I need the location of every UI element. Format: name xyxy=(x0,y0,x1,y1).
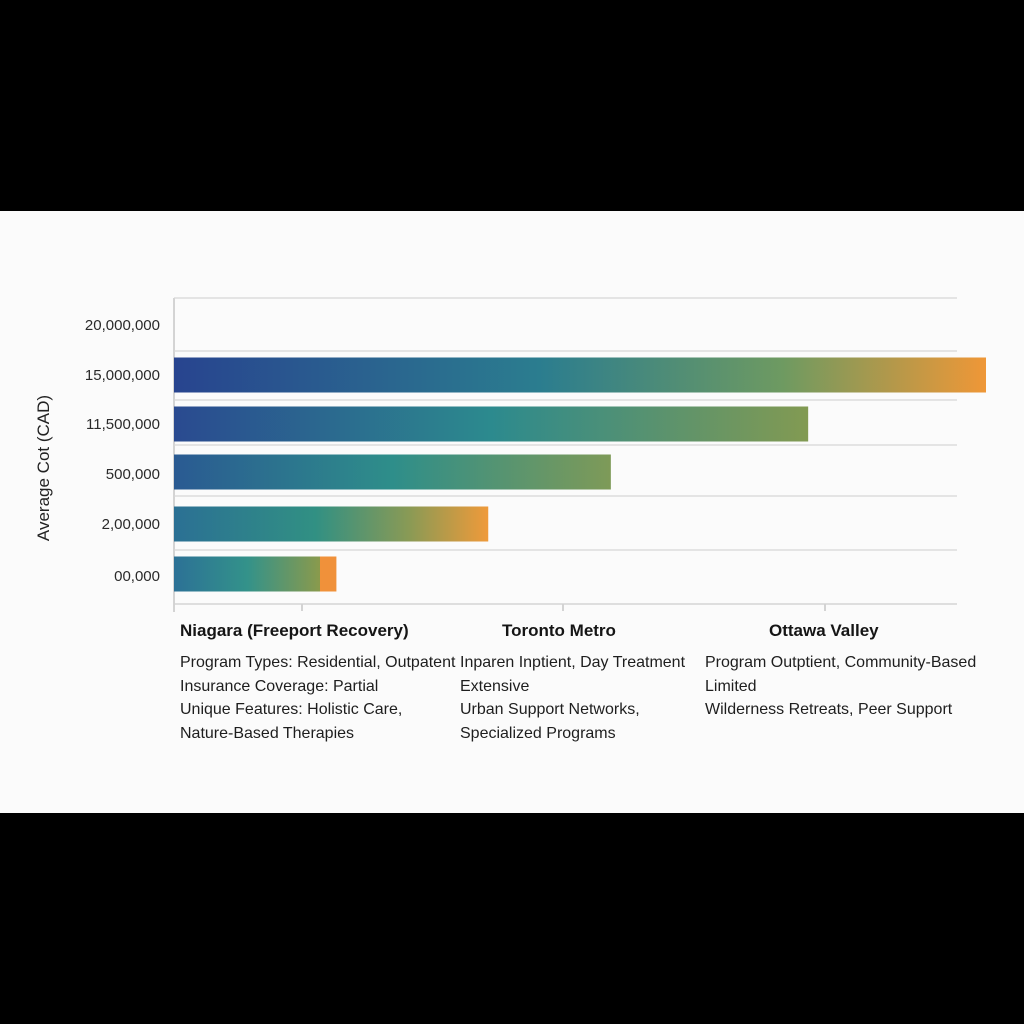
region-title: Niagara (Freeport Recovery) xyxy=(180,621,409,640)
bar-0 xyxy=(174,357,986,393)
y-tick-label: 00,000 xyxy=(114,568,160,585)
y-tick-label: 15,000,000 xyxy=(85,367,160,384)
y-tick-label: 2,00,000 xyxy=(102,516,160,533)
bar-3 xyxy=(174,506,489,542)
region-line: Program Types: Residential, Outpatent xyxy=(180,654,456,671)
region-line: Unique Features: Holistic Care, xyxy=(180,701,403,718)
region-line: Wilderness Retreats, Peer Support xyxy=(705,701,953,718)
region-line: Insurance Coverage: Partial xyxy=(180,677,379,695)
region-title: Ottawa Valley xyxy=(769,621,879,640)
bar-1 xyxy=(174,406,809,442)
region-line: Limited xyxy=(705,677,757,695)
bar-4 xyxy=(174,556,337,592)
y-axis-label: Average Cot (CAD) xyxy=(34,394,53,542)
region-toronto: Toronto Metro Inparen Inptient, Day Trea… xyxy=(460,620,685,745)
region-title: Toronto Metro xyxy=(502,621,616,640)
bar-2 xyxy=(174,454,611,490)
region-line: Urban Support Networks, xyxy=(460,701,640,718)
y-tick-label: 20,000,000 xyxy=(85,317,160,334)
region-ottawa: Ottawa Valley Program Outptient, Communi… xyxy=(705,620,976,722)
y-tick-label: 500,000 xyxy=(106,466,160,483)
region-line: Program Outptient, Community-Based xyxy=(705,654,977,671)
region-line: Inparen Inptient, Day Treatment xyxy=(460,654,686,671)
region-niagara: Niagara (Freeport Recovery) Program Type… xyxy=(180,620,455,745)
y-tick-label: 11,500,000 xyxy=(86,416,160,433)
region-line: Nature-Based Therapies xyxy=(180,724,355,742)
region-line: Specialized Programs xyxy=(460,724,616,742)
chart-panel xyxy=(0,211,1024,813)
region-line: Extensive xyxy=(460,677,530,695)
